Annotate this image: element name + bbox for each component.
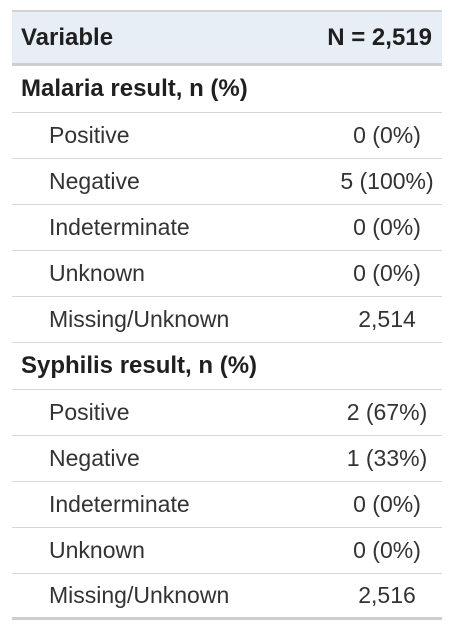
table-row: Positive 2 (67%) — [12, 390, 442, 436]
row-label: Positive — [49, 399, 130, 425]
n-column-header: N = 2,519 — [327, 23, 432, 51]
variable-column-header: Variable — [21, 23, 114, 51]
table-row: Indeterminate 0 (0%) — [12, 482, 442, 528]
row-value: 2,516 — [358, 582, 416, 608]
row-label: Indeterminate — [49, 491, 190, 517]
group-header-malaria: Malaria result, n (%) — [12, 66, 442, 113]
row-label: Positive — [49, 122, 130, 148]
table-row: Unknown 0 (0%) — [12, 528, 442, 574]
row-label: Negative — [49, 168, 140, 194]
row-label: Missing/Unknown — [49, 306, 230, 332]
row-label: Unknown — [49, 260, 145, 286]
table-row: Unknown 0 (0%) — [12, 251, 442, 297]
group-header-syphilis: Syphilis result, n (%) — [12, 343, 442, 390]
row-value: 5 (100%) — [340, 168, 434, 194]
row-value: 2,514 — [358, 306, 416, 332]
row-label: Missing/Unknown — [49, 582, 230, 608]
row-label: Negative — [49, 445, 140, 471]
table-row: Positive 0 (0%) — [12, 113, 442, 159]
row-label: Unknown — [49, 537, 145, 563]
row-value: 0 (0%) — [353, 491, 421, 517]
table-row: Missing/Unknown 2,516 — [12, 574, 442, 620]
table-row: Missing/Unknown 2,514 — [12, 297, 442, 343]
row-label: Indeterminate — [49, 214, 190, 240]
table-row: Indeterminate 0 (0%) — [12, 205, 442, 251]
row-value: 1 (33%) — [346, 445, 428, 471]
row-value: 0 (0%) — [353, 122, 421, 148]
row-value: 0 (0%) — [353, 537, 421, 563]
row-value: 0 (0%) — [353, 214, 421, 240]
row-value: 2 (67%) — [346, 399, 428, 425]
table-row: Negative 1 (33%) — [12, 436, 442, 482]
table-row: Negative 5 (100%) — [12, 159, 442, 205]
row-value: 0 (0%) — [353, 260, 421, 286]
summary-table: Variable N = 2,519 Malaria result, n (%)… — [12, 10, 442, 620]
table-header: Variable N = 2,519 — [12, 10, 442, 66]
